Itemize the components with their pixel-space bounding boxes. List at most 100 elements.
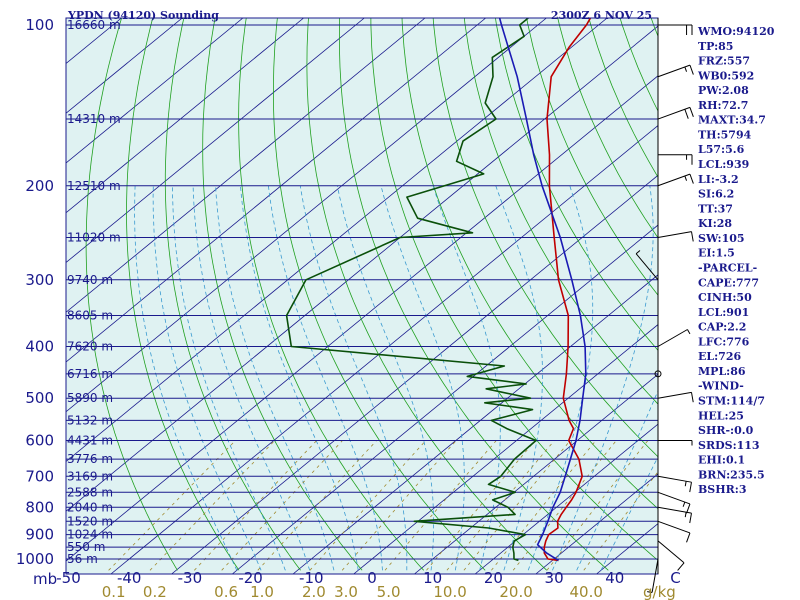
index-item: CAP:2.2 [698, 321, 746, 334]
height-label: 550 m [67, 540, 105, 554]
temperature-tick-label: -50 [56, 569, 81, 587]
moist-adiabat [268, 185, 383, 571]
pressure-tick-label: 300 [25, 271, 54, 289]
wind-barb-flag [689, 64, 694, 75]
mixing-ratio-line [194, 440, 317, 571]
wind-barb-flag [647, 591, 653, 593]
wind-barb-flag [689, 482, 692, 493]
mixing-ratio-tick-label: 3.0 [334, 583, 358, 600]
mixing-ratio-tick-label: 40.0 [569, 583, 602, 600]
temperature-tick-label: 40 [605, 569, 624, 587]
height-label: 3169 m [67, 469, 113, 483]
moist-adiabat [299, 185, 408, 571]
isotherm [66, 18, 547, 413]
pressure-tick-label: 400 [25, 338, 54, 356]
index-item: EI:1.5 [698, 247, 735, 260]
height-label: 8605 m [67, 309, 113, 323]
height-label: 4431 m [67, 434, 113, 448]
mixing-ratio-tick-label: 10.0 [433, 583, 466, 600]
isotherm [66, 18, 486, 363]
wind-barb-flag [689, 107, 694, 117]
wind-barb-flag [684, 175, 688, 181]
isotherm [110, 125, 658, 574]
wind-barb [657, 475, 692, 483]
wind-barb [657, 231, 692, 238]
isotherm [292, 274, 658, 574]
index-item: MAXT:34.7 [698, 114, 766, 127]
height-label: 2588 m [67, 485, 113, 499]
moist-adiabat [380, 185, 465, 571]
mixing-ratio-line [221, 440, 343, 571]
wind-barb [657, 64, 691, 78]
mixing-ratio-tick-label: 5.0 [377, 583, 401, 600]
temperature-profile [543, 18, 592, 562]
index-item: BRN:235.5 [698, 468, 765, 481]
isotherm [171, 174, 658, 574]
index-item: STM:114/7 [698, 395, 765, 408]
mixing-ratio-line [309, 440, 427, 571]
index-item: PW:2.08 [698, 84, 749, 97]
isotherm [232, 224, 658, 574]
index-item: SRDS:113 [698, 439, 760, 452]
wind-barb [657, 106, 691, 120]
pressure-tick-label: 700 [25, 467, 54, 485]
wind-barb-flag [690, 392, 694, 403]
isotherm [66, 18, 244, 164]
height-label: 7620 m [67, 340, 113, 354]
height-label: 11020 m [67, 230, 121, 244]
moist-adiabat [495, 185, 543, 571]
wind-barb [657, 540, 685, 564]
index-item: WB0:592 [697, 69, 754, 82]
wind-profile [635, 18, 694, 593]
mixing-ratio-tick-label: 0.6 [214, 583, 238, 600]
moist-adiabat [192, 185, 310, 571]
wind-barb-flag [689, 173, 694, 184]
temperature-tick-label: -10 [299, 569, 324, 587]
isotherm [474, 423, 658, 574]
index-item: KI:28 [698, 217, 732, 230]
pressure-tick-label: 500 [25, 389, 54, 407]
height-label: 1520 m [67, 514, 113, 528]
moist-adiabat [134, 185, 238, 571]
mixing-ratio-line [491, 440, 597, 571]
isotherm [535, 473, 658, 574]
height-label: 6716 m [67, 367, 113, 381]
index-item: LCL:901 [698, 306, 749, 319]
temperature-tick-label: 0 [367, 569, 377, 587]
index-item: SHR-:0.0 [698, 424, 754, 437]
index-item: EHI:0.1 [698, 454, 745, 467]
mixing-ratio-tick-label: 2.0 [302, 583, 326, 600]
isotherm [66, 75, 658, 562]
moist-adiabat [240, 185, 359, 571]
height-label: 14310 m [67, 112, 121, 126]
isotherm [0, 18, 61, 574]
index-item: TP:85 [698, 40, 733, 53]
index-item: LFC:776 [698, 335, 750, 348]
mixing-ratio-line [149, 440, 275, 571]
wind-barb [635, 253, 659, 281]
pressure-tick-label: 200 [25, 177, 54, 195]
index-item: MPL:86 [698, 365, 746, 378]
index-item: TH:5794 [698, 128, 752, 141]
temperature-tick-label: -40 [117, 569, 142, 587]
temperature-tick-label: C [670, 569, 680, 587]
dewpoint-profile [285, 18, 537, 562]
isotherm [353, 324, 658, 574]
dry-adiabat [767, 1, 800, 571]
moist-adiabat [600, 456, 658, 571]
mixing-ratio-line [512, 440, 617, 571]
height-label: 5132 m [67, 413, 113, 427]
title-right: 2300Z 6 NOV 25 [551, 9, 652, 22]
pressure-tick-label: 600 [25, 432, 54, 450]
wind-barb-flag [689, 513, 692, 524]
index-item: CINH:50 [698, 291, 752, 304]
isotherm [66, 18, 426, 313]
wind-barb-flag [684, 109, 689, 119]
mixing-ratio-line [341, 440, 457, 571]
isotherm [66, 18, 304, 214]
mixing-ratio-line [384, 440, 497, 571]
index-item: EL:726 [698, 350, 741, 363]
